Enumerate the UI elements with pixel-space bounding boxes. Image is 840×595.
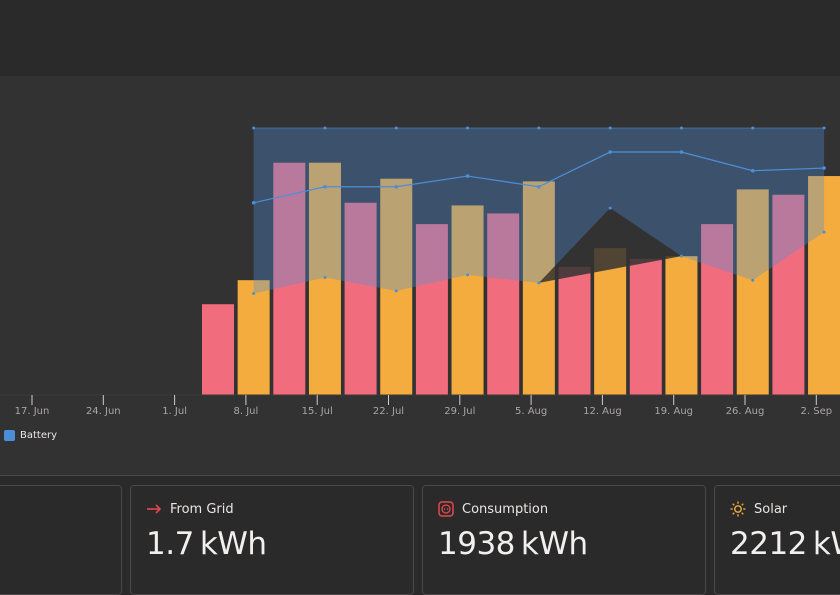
- battery-line-point-4: [537, 184, 541, 189]
- x-tick-label-8: 12. Aug: [583, 406, 622, 417]
- bar-1: [237, 280, 270, 395]
- x-tick-label-7: 5. Aug: [515, 406, 547, 417]
- battery-lower-point-1: [323, 276, 327, 280]
- bar-5: [380, 178, 413, 395]
- outlet-icon: [438, 501, 454, 517]
- top-bar: [0, 0, 840, 76]
- battery-legend-label: Battery: [20, 430, 58, 441]
- chart-legend[interactable]: Battery: [4, 430, 57, 441]
- battery-line-point-2: [394, 184, 399, 189]
- consumption-value: 1938 kWh: [438, 526, 588, 562]
- x-tick-label-1: 24. Jun: [86, 406, 121, 417]
- bar-7: [451, 205, 484, 395]
- bar-16: [772, 194, 805, 395]
- x-tick-label-5: 22. Jul: [373, 406, 404, 417]
- x-tick-label-10: 26. Aug: [726, 406, 765, 417]
- solar-label: Solar: [754, 501, 788, 517]
- solar-card[interactable]: Solar 2212kWh: [714, 485, 840, 595]
- battery-band-area: [253, 128, 825, 294]
- battery-band-layer: [251, 126, 826, 296]
- battery-line-point-7: [750, 168, 755, 173]
- x-tick-label-9: 19. Aug: [654, 406, 693, 417]
- x-tick-label-2: 1. Jul: [162, 406, 187, 417]
- bar-10: [558, 266, 591, 395]
- summary-card-empty[interactable]: [0, 485, 122, 595]
- bar-9: [522, 181, 555, 395]
- battery-lower-point-7: [751, 278, 755, 282]
- arrow-right-icon: [147, 504, 162, 514]
- bar-8: [487, 213, 520, 395]
- from-grid-value: 1.7 kWh: [146, 526, 267, 562]
- battery-band-gap: [538, 208, 682, 283]
- bar-0: [202, 304, 234, 395]
- solar-value: 2212kWh: [730, 526, 840, 562]
- battery-lower-point-2: [394, 289, 398, 293]
- x-tick-label-6: 29. Jul: [444, 406, 475, 417]
- bar-14: [701, 224, 734, 395]
- bar-2: [273, 162, 306, 395]
- battery-lower-point-4: [537, 281, 541, 285]
- battery-lower-point-0: [252, 292, 256, 296]
- battery-line-point-3: [465, 174, 470, 178]
- from-grid-label: From Grid: [170, 501, 234, 517]
- bar-4: [344, 202, 377, 395]
- battery-lower-point-6: [679, 254, 683, 258]
- bar-12: [629, 258, 662, 395]
- bar-15: [736, 189, 769, 395]
- x-axis: 17. Jun 24. Jun 1. Jul 8. Jul 15. Jul 22. Jul…: [0, 394, 840, 417]
- consumption-card[interactable]: Consumption 1938 kWh: [422, 485, 706, 595]
- sun-icon: [730, 501, 746, 517]
- bar-17: [808, 176, 840, 395]
- divider: [0, 475, 840, 476]
- battery-lower-point-8: [822, 230, 826, 234]
- energy-chart: 17. Jun 24. Jun 1. Jul 8. Jul 15. Jul 22. Jul…: [0, 126, 840, 417]
- bar-13: [665, 256, 698, 395]
- battery-line-point-1: [323, 184, 327, 189]
- battery-legend-swatch: [4, 430, 15, 441]
- battery-lower-point-3: [466, 273, 470, 277]
- battery-lower-point-5: [608, 206, 612, 210]
- x-tick-label-11: 2. Sep: [801, 406, 833, 417]
- battery-line-point-8: [822, 166, 826, 170]
- consumption-label: Consumption: [462, 501, 549, 517]
- x-tick-label-3: 8. Jul: [234, 406, 259, 417]
- bar-6: [415, 224, 448, 395]
- battery-line-point-0: [251, 200, 256, 205]
- from-grid-card[interactable]: From Grid 1.7 kWh: [130, 485, 414, 595]
- battery-line-point-5: [608, 150, 612, 154]
- x-tick-label-0: 17. Jun: [15, 406, 50, 417]
- x-tick-label-4: 15. Jul: [302, 406, 333, 417]
- battery-line-point-6: [679, 150, 684, 154]
- bar-11: [594, 248, 627, 395]
